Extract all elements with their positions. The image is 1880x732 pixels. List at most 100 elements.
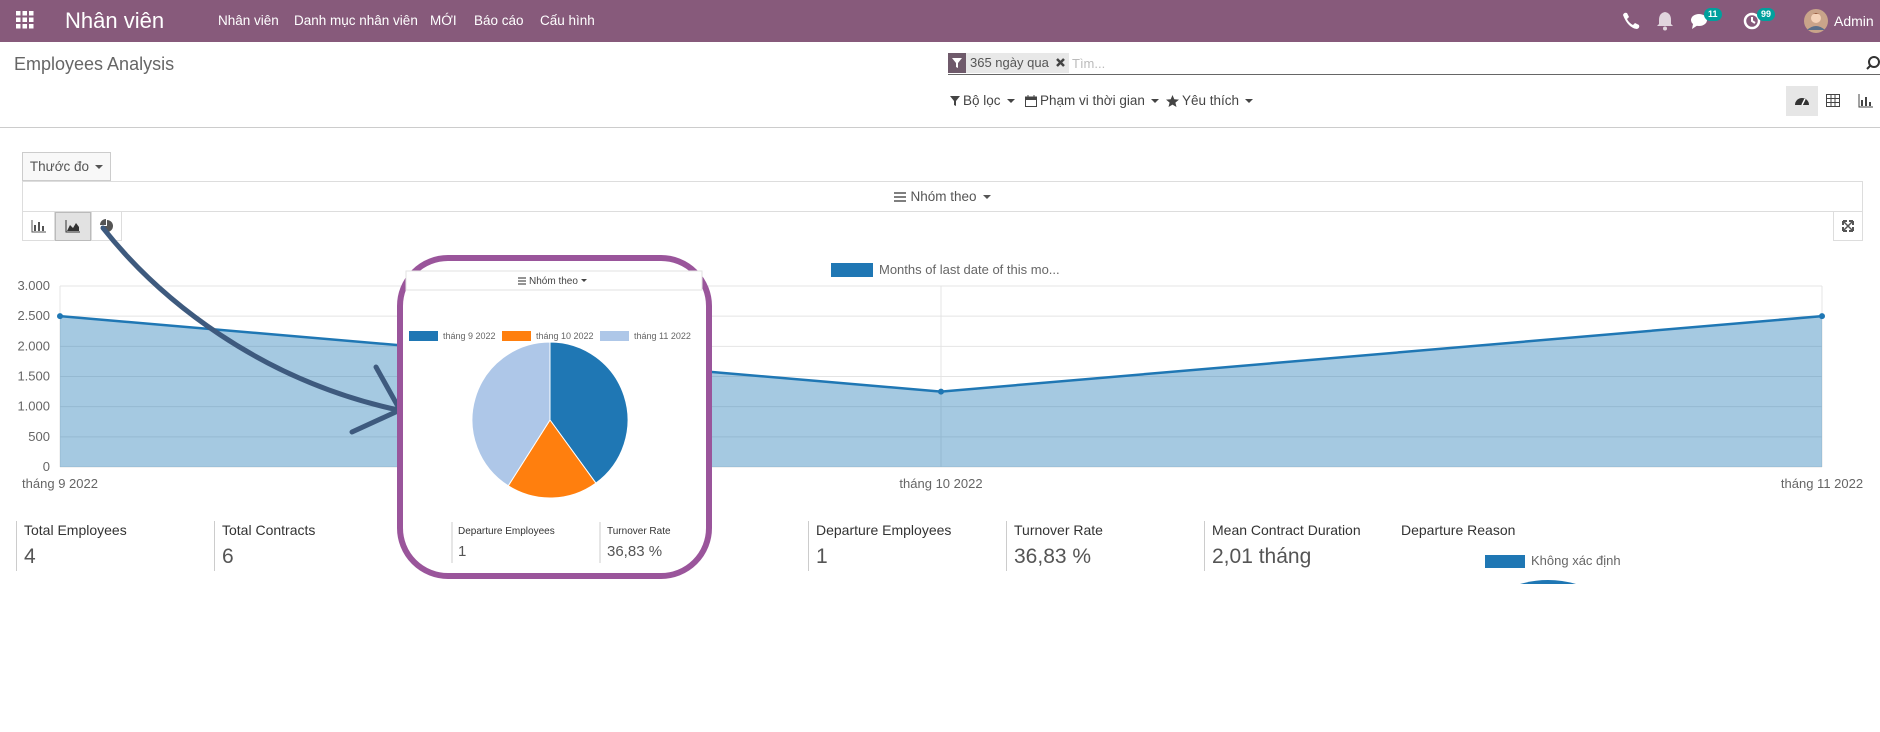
y-tick-label: 2.000	[17, 338, 50, 353]
legend-swatch	[409, 331, 438, 341]
pie-slice	[507, 419, 597, 499]
legend-label: tháng 10 2022	[536, 331, 594, 341]
app-name[interactable]: Nhân viên	[65, 8, 165, 33]
search-input[interactable]: Tìm...	[1072, 56, 1106, 71]
kpi-value: 2,01 tháng	[1212, 545, 1312, 568]
caret	[581, 279, 587, 282]
facet-icon	[948, 53, 966, 73]
bell-icon[interactable]	[1655, 10, 1675, 32]
legend-swatch	[831, 263, 873, 277]
caret	[1006, 98, 1015, 103]
favorite-label: Yêu thích	[1182, 93, 1240, 108]
arrow	[100, 225, 401, 413]
legend-swatch	[1485, 555, 1525, 568]
search-underline	[948, 74, 1880, 75]
kpi-label: Departure Employees	[816, 522, 952, 538]
y-tick-label: 1.000	[17, 399, 50, 414]
list-icon	[518, 277, 526, 285]
kpi-label: Total Contracts	[222, 522, 316, 538]
menu-item[interactable]: Danh mục nhân viên	[294, 13, 418, 28]
point	[1819, 313, 1825, 320]
facet-label: 365 ngày qua	[966, 53, 1053, 73]
menu-item[interactable]: Báo cáo	[474, 13, 524, 28]
y-tick-label: 0	[43, 459, 50, 474]
point	[938, 388, 944, 395]
menu-item[interactable]: MỚI	[430, 13, 457, 28]
kpi-label: Turnover Rate	[1014, 522, 1103, 538]
y-tick-label: 500	[28, 429, 50, 444]
x-tick-label: tháng 10 2022	[899, 476, 982, 491]
caret	[95, 164, 104, 169]
y-tick-label: 3.000	[17, 278, 50, 293]
kpi-value: 6	[222, 545, 234, 568]
kpi-separator	[808, 521, 809, 571]
inset-group-by	[405, 270, 703, 291]
group-by-label: Nhóm theo	[910, 189, 977, 204]
y-tick-label: 2.500	[17, 308, 50, 323]
star-icon	[1166, 94, 1179, 107]
bar-chart-button[interactable]	[22, 212, 55, 241]
control-border	[0, 127, 1880, 128]
expand-button[interactable]	[1833, 211, 1863, 241]
pie-slice	[471, 341, 551, 487]
chat-icon[interactable]	[1690, 12, 1710, 32]
legend-label: tháng 9 2022	[443, 331, 496, 341]
calendar-icon	[1025, 94, 1037, 107]
user-name: Admin	[1834, 13, 1874, 29]
view-graph[interactable]	[1858, 94, 1874, 108]
legend-label: tháng 11 2022	[634, 331, 691, 341]
messages-badge: 11	[1704, 8, 1722, 21]
kpi-value: 36,83 %	[1014, 545, 1092, 568]
search-facet[interactable]: 365 ngày qua	[948, 53, 1069, 73]
line-chart-button[interactable]	[55, 212, 91, 241]
menu-item[interactable]: Nhân viên	[218, 13, 279, 28]
reason-pie-top	[1520, 580, 1576, 584]
navbar: Nhân viên Nhân viên Danh mục nhân viên M…	[0, 0, 1880, 42]
measure-label: Thước đo	[29, 159, 90, 174]
avatar[interactable]	[1803, 8, 1829, 34]
kpi-label: Total Employees	[24, 522, 127, 538]
kpi-separator	[1006, 521, 1007, 571]
list-icon	[894, 191, 907, 202]
phone-icon[interactable]	[1620, 10, 1642, 32]
favorite-menu[interactable]: Yêu thích	[1166, 93, 1254, 108]
filter-label: Bộ lọc	[963, 93, 1001, 108]
kpi-label: Departure Reason	[1401, 522, 1516, 538]
legend-swatch	[502, 331, 531, 341]
apps-icon[interactable]	[16, 11, 34, 29]
legend-label: Không xác định	[1531, 553, 1621, 568]
measure-button[interactable]: Thước đo	[22, 152, 111, 181]
facet-remove[interactable]	[1052, 53, 1069, 73]
inset-separator	[451, 522, 601, 563]
search-icon[interactable]	[1866, 55, 1880, 71]
point	[57, 313, 63, 320]
menu-item[interactable]: Cấu hình	[540, 13, 595, 28]
timerange-label: Phạm vi thời gian	[1040, 93, 1145, 108]
kpi-separator	[16, 521, 17, 571]
kpi-value: 4	[24, 545, 36, 568]
activities-badge: 99	[1757, 8, 1776, 21]
inset-group-by-label: Nhóm theo	[529, 276, 578, 287]
inset-kpi-value: 1	[458, 543, 466, 560]
caret	[982, 194, 991, 199]
caret	[1245, 98, 1254, 103]
x-tick-label: tháng 9 2022	[22, 476, 98, 491]
x-tick-label: tháng 11 2022	[1781, 476, 1863, 491]
inset-kpi-label: Turnover Rate	[607, 526, 671, 537]
legend-swatch	[600, 331, 629, 341]
kpi-separator	[214, 521, 215, 571]
group-by-bar[interactable]: Nhóm theo	[22, 181, 1863, 212]
kpi-separator	[1204, 521, 1205, 571]
breadcrumb: Employees Analysis	[14, 54, 175, 74]
view-pivot[interactable]	[1826, 94, 1840, 108]
timerange-menu[interactable]: Phạm vi thời gian	[1025, 93, 1159, 108]
legend-label: Months of last date of this mo...	[879, 262, 1060, 277]
pie-slice	[549, 341, 629, 484]
kpi-label: Mean Contract Duration	[1212, 522, 1361, 538]
caret	[1150, 98, 1159, 103]
activity-icon[interactable]	[1743, 11, 1763, 31]
view-dashboard[interactable]	[1786, 86, 1818, 116]
filter-menu[interactable]: Bộ lọc	[950, 93, 1015, 108]
